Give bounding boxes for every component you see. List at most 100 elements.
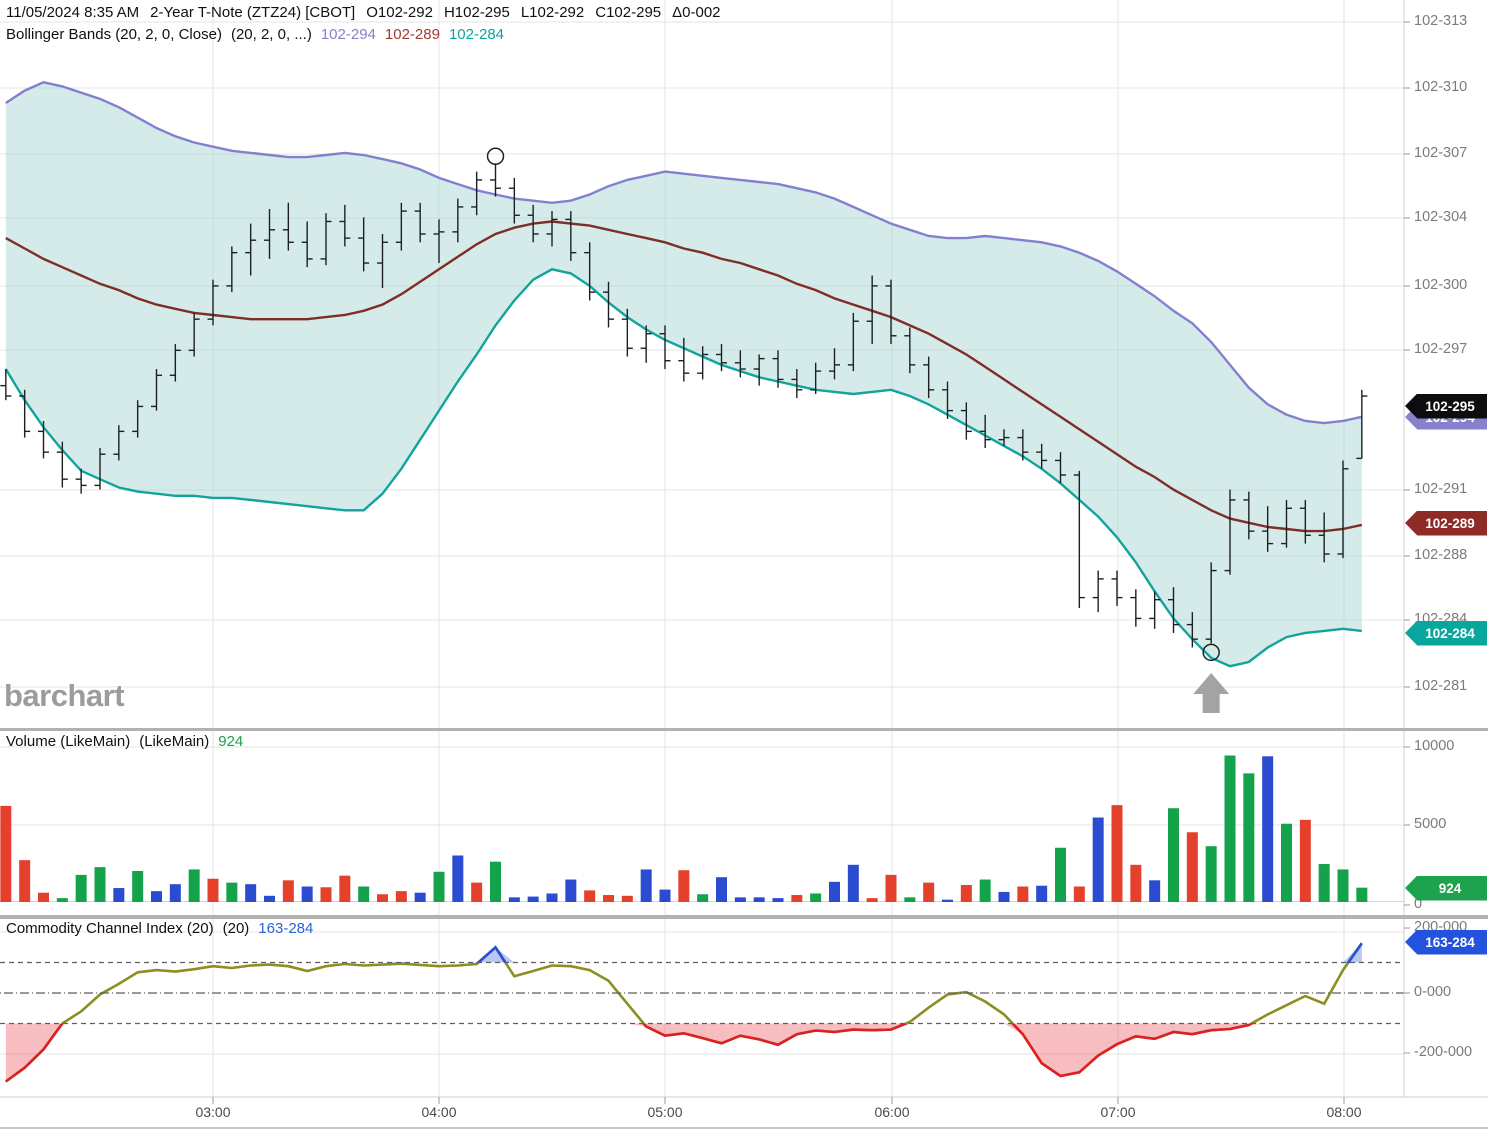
swing-high-circle-marker bbox=[486, 147, 505, 166]
volume-bar bbox=[1036, 885, 1048, 902]
quote-high: H102-295 bbox=[443, 4, 510, 21]
volume-bar bbox=[621, 895, 633, 902]
volume-bar bbox=[998, 891, 1010, 902]
volume-bar bbox=[697, 894, 709, 902]
volume-axis-label: 10000 bbox=[1414, 738, 1455, 754]
volume-header: Volume (LikeMain) (LikeMain) 924 bbox=[6, 733, 243, 750]
volume-bar bbox=[1224, 755, 1236, 902]
study-header: Bollinger Bands (20, 2, 0, Close) (20, 2… bbox=[6, 26, 504, 43]
price-axis-label: 102-300 bbox=[1414, 277, 1468, 293]
time-axis-label: 06:00 bbox=[874, 1104, 910, 1120]
volume-bar bbox=[942, 899, 954, 902]
volume-bar bbox=[508, 897, 520, 902]
volume-badge: 924 bbox=[1405, 875, 1487, 901]
price-axis-label: 102-304 bbox=[1414, 209, 1468, 225]
quote-change: Δ0-002 bbox=[672, 4, 721, 21]
volume-bar bbox=[245, 884, 257, 902]
volume-bar bbox=[94, 867, 106, 902]
bottom-border bbox=[0, 1127, 1488, 1129]
cci-params: (20) bbox=[222, 920, 250, 937]
volume-bar bbox=[1205, 846, 1217, 902]
volume-bar bbox=[1299, 819, 1311, 902]
volume-bar bbox=[301, 886, 313, 902]
volume-bar bbox=[1337, 869, 1349, 902]
price-axis-label: 102-310 bbox=[1414, 79, 1468, 95]
last-price-badge: 102-295 bbox=[1405, 393, 1487, 419]
volume-bar bbox=[716, 877, 728, 902]
volume-bar bbox=[1073, 886, 1085, 902]
swing-low-circle-marker bbox=[1202, 643, 1220, 662]
volume-bar bbox=[810, 893, 822, 902]
volume-bar bbox=[452, 855, 464, 902]
volume-bar bbox=[565, 879, 577, 902]
volume-label[interactable]: Volume (LikeMain) bbox=[6, 733, 131, 750]
volume-bar bbox=[188, 869, 200, 902]
panel-separator[interactable] bbox=[0, 915, 1488, 919]
timestamp: 11/05/2024 8:35 AM bbox=[6, 4, 140, 21]
volume-bar bbox=[264, 895, 276, 902]
volume-bar bbox=[979, 879, 991, 902]
volume-bar bbox=[960, 884, 972, 902]
barchart-watermark: barchart bbox=[4, 678, 125, 713]
volume-axis-label: 5000 bbox=[1414, 816, 1447, 832]
volume-bar bbox=[113, 888, 125, 902]
cci-axis-label: -200-000 bbox=[1414, 1044, 1473, 1060]
volume-bar bbox=[1262, 756, 1274, 902]
volume-bar bbox=[75, 874, 87, 902]
volume-bar bbox=[734, 897, 746, 902]
volume-bar bbox=[829, 881, 841, 902]
volume-bar bbox=[1149, 880, 1161, 902]
volume-bar bbox=[847, 864, 859, 902]
volume-axis-label: 0 bbox=[1414, 896, 1423, 912]
volume-bar bbox=[603, 895, 615, 902]
volume-bar bbox=[282, 880, 294, 902]
price-axis-label: 102-297 bbox=[1414, 341, 1468, 357]
volume-value: 924 bbox=[218, 733, 244, 750]
volume-bar bbox=[1130, 864, 1142, 902]
volume-bar bbox=[1356, 887, 1368, 902]
volume-bar bbox=[207, 878, 219, 902]
volume-bar bbox=[904, 897, 916, 902]
quote-low: L102-292 bbox=[520, 4, 585, 21]
bb-lower-badge: 102-284 bbox=[1405, 620, 1487, 646]
price-axis-label: 102-313 bbox=[1414, 13, 1468, 29]
time-axis-label: 08:00 bbox=[1326, 1104, 1362, 1120]
time-axis-label: 03:00 bbox=[195, 1104, 231, 1120]
volume-bar bbox=[659, 889, 671, 902]
volume-bar bbox=[414, 892, 426, 902]
price-axis-label: 102-291 bbox=[1414, 481, 1468, 497]
volume-bar bbox=[320, 887, 332, 902]
bb-lower-value: 102-284 bbox=[448, 26, 505, 43]
volume-bar bbox=[1186, 832, 1198, 902]
volume-bar bbox=[56, 898, 68, 902]
volume-bar bbox=[527, 896, 539, 902]
volume-bar bbox=[1092, 817, 1104, 902]
volume-bar bbox=[923, 882, 935, 902]
panel-separator[interactable] bbox=[0, 727, 1488, 731]
time-axis-label: 05:00 bbox=[647, 1104, 683, 1120]
chart-header: 11/05/2024 8:35 AM 2-Year T-Note (ZTZ24)… bbox=[6, 4, 721, 21]
volume-bar bbox=[1281, 823, 1293, 902]
volume-bar bbox=[1243, 773, 1255, 902]
study-params: (20, 2, 0, ...) bbox=[230, 26, 312, 43]
volume-bar bbox=[866, 898, 878, 902]
volume-bar bbox=[1168, 808, 1180, 902]
volume-bar bbox=[226, 882, 238, 902]
cci-axis-label: 0-000 bbox=[1414, 984, 1452, 1000]
volume-bar bbox=[339, 875, 351, 902]
volume-bar bbox=[678, 870, 690, 902]
time-axis-label: 04:00 bbox=[421, 1104, 457, 1120]
cci-label[interactable]: Commodity Channel Index (20) bbox=[6, 920, 214, 937]
volume-bar bbox=[377, 894, 389, 902]
study-label[interactable]: Bollinger Bands (20, 2, 0, Close) bbox=[6, 26, 222, 43]
volume-bar bbox=[885, 874, 897, 902]
volume-bar bbox=[791, 895, 803, 902]
instrument-name: 2-Year T-Note (ZTZ24) [CBOT] bbox=[150, 4, 356, 21]
volume-bar bbox=[546, 893, 558, 902]
volume-bar bbox=[395, 891, 407, 902]
volume-bar bbox=[471, 882, 483, 902]
volume-bar bbox=[1055, 847, 1067, 902]
volume-bar bbox=[772, 898, 784, 902]
